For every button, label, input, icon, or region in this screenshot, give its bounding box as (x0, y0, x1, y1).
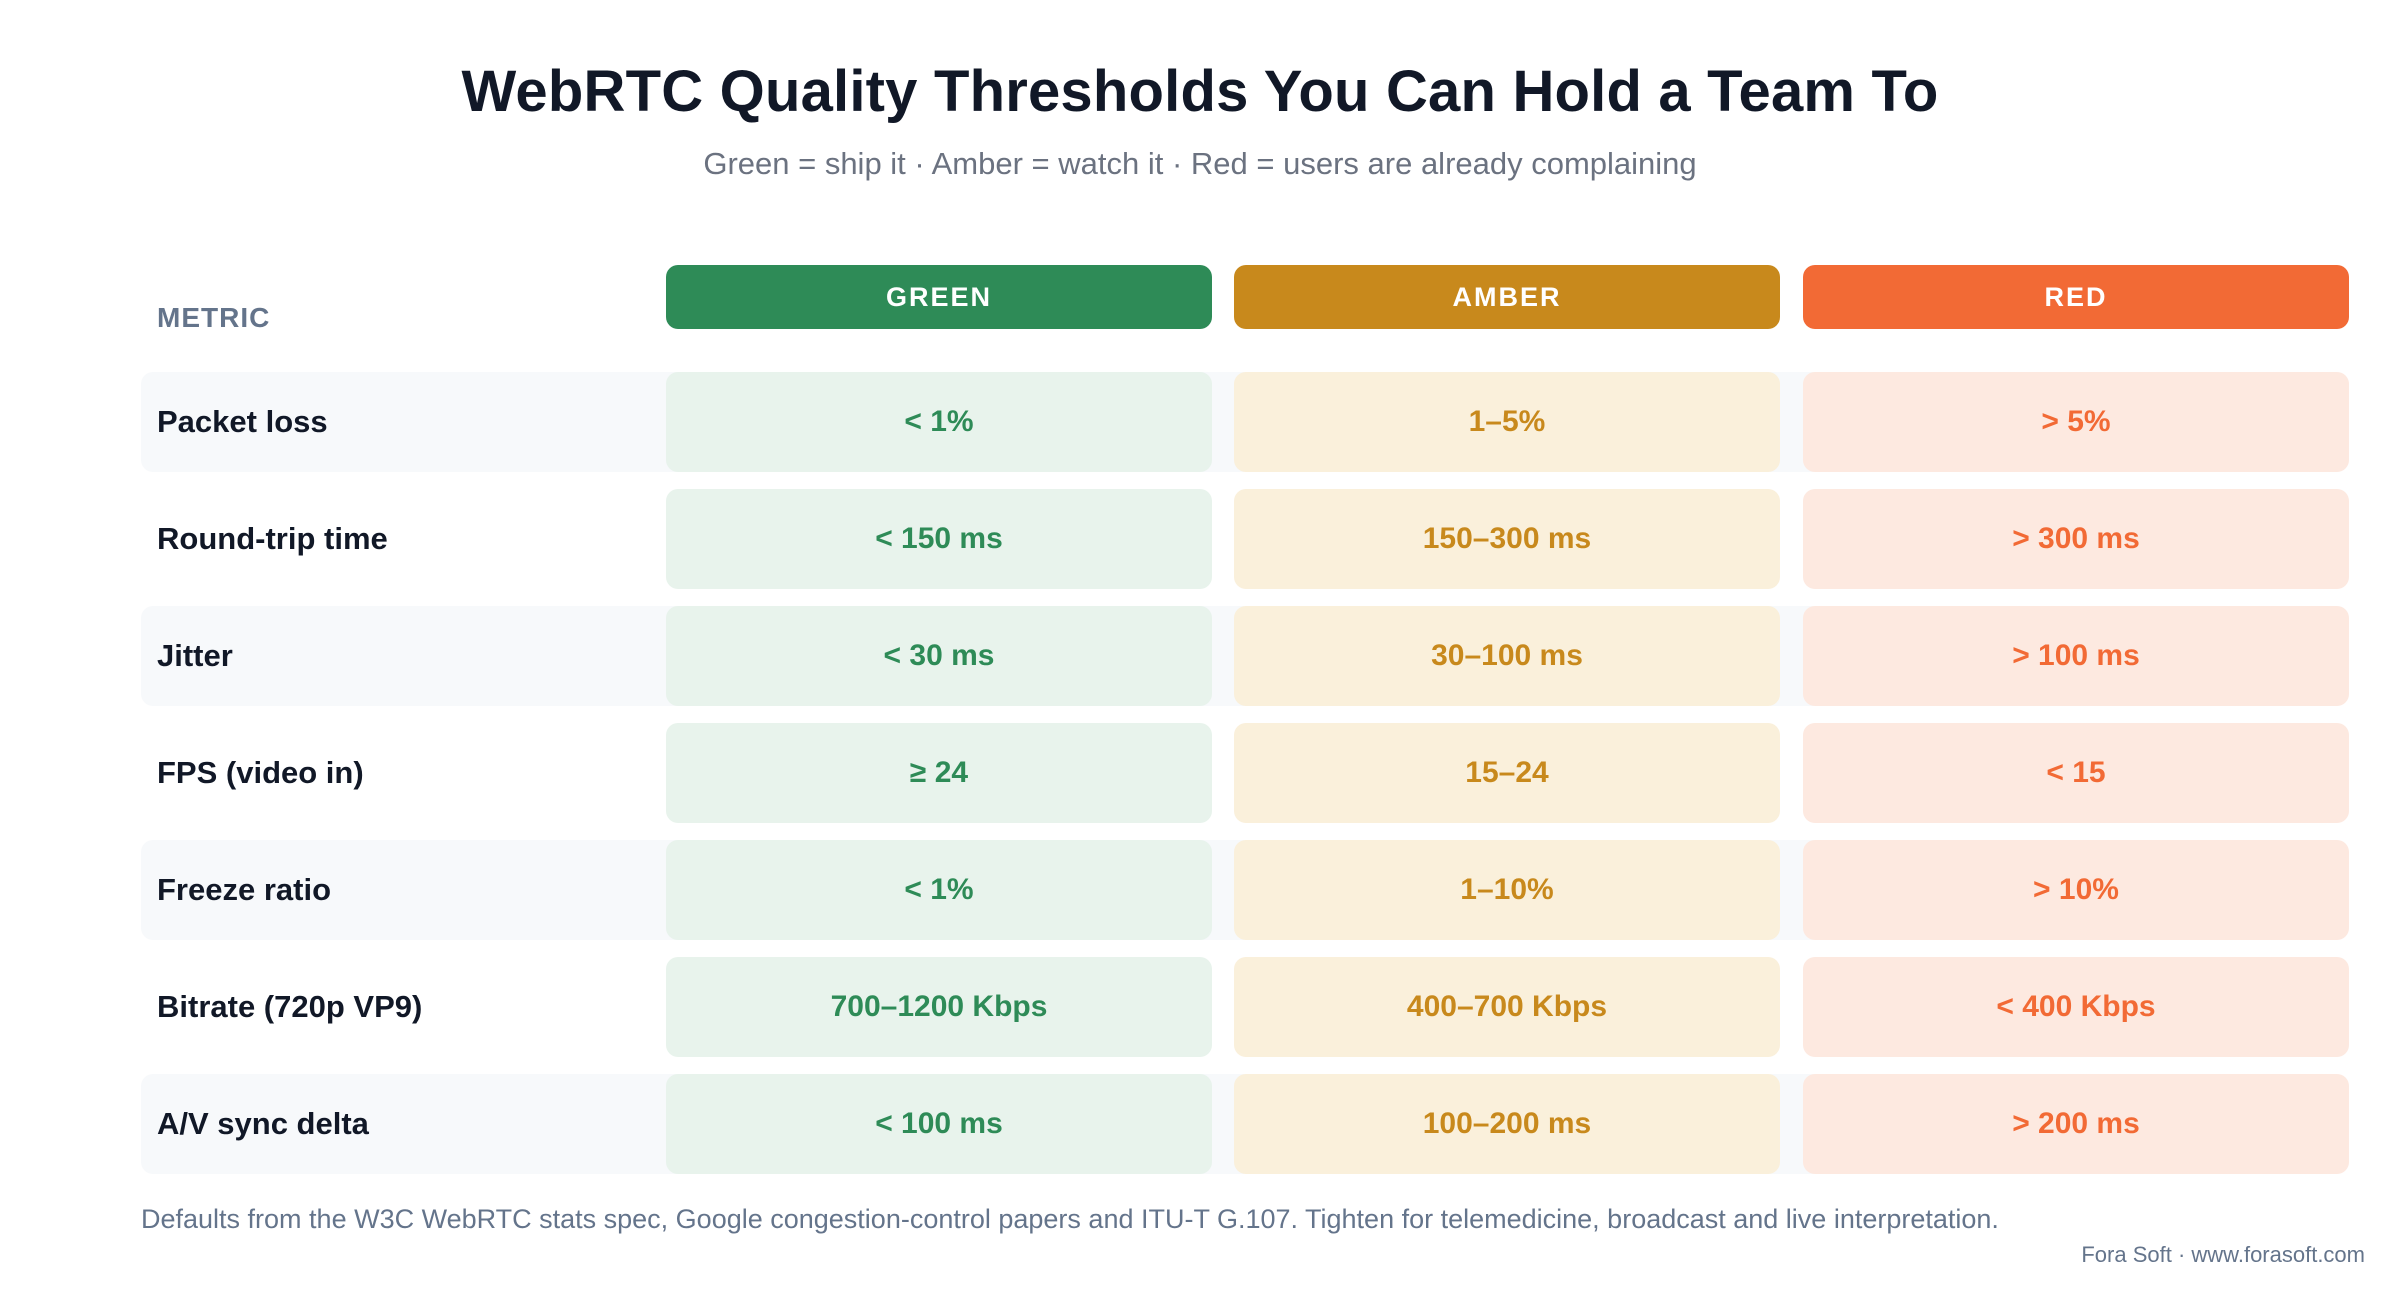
credit-line: Fora Soft · www.forasoft.com (2081, 1242, 2365, 1267)
red-threshold-cell: > 5% (1803, 372, 2349, 472)
green-column-header: GREEN (666, 265, 1212, 329)
green-threshold-cell: ≥ 24 (666, 723, 1212, 823)
table-row: Round-trip time < 150 ms 150–300 ms > 300 m… (141, 489, 2349, 589)
amber-threshold-cell: 30–100 ms (1234, 606, 1780, 706)
red-column-header: RED (1803, 265, 2349, 329)
amber-threshold-cell: 400–700 Kbps (1234, 957, 1780, 1057)
table-row: Bitrate (720p VP9) 700–1200 Kbps 400–700 K… (141, 957, 2349, 1057)
page-title: WebRTC Quality Thresholds You Can Hold a… (461, 59, 1939, 124)
green-threshold-cell: < 1% (666, 840, 1212, 940)
table-row: Jitter < 30 ms 30–100 ms > 100 ms (141, 606, 2349, 706)
red-threshold-cell: < 15 (1803, 723, 2349, 823)
table-row: A/V sync delta < 100 ms 100–200 ms > 200 ms (141, 1074, 2349, 1174)
red-threshold-cell: > 10% (1803, 840, 2349, 940)
amber-threshold-cell: 1–5% (1234, 372, 1780, 472)
metric-label: Jitter (157, 638, 233, 673)
table-row: Freeze ratio < 1% 1–10% > 10% (141, 840, 2349, 940)
table-row: Packet loss < 1% 1–5% > 5% (141, 372, 2349, 472)
metric-label: Freeze ratio (157, 872, 332, 907)
table-row: FPS (video in) ≥ 24 15–24 < 15 (141, 723, 2349, 823)
amber-column-header: AMBER (1234, 265, 1780, 329)
amber-threshold-cell: 100–200 ms (1234, 1074, 1780, 1174)
green-threshold-cell: 700–1200 Kbps (666, 957, 1212, 1057)
red-threshold-cell: > 200 ms (1803, 1074, 2349, 1174)
metric-label: FPS (video in) (157, 755, 364, 790)
red-threshold-cell: > 300 ms (1803, 489, 2349, 589)
green-threshold-cell: < 1% (666, 372, 1212, 472)
metric-label: Packet loss (157, 404, 328, 439)
metric-label: Bitrate (720p VP9) (157, 989, 423, 1024)
green-threshold-cell: < 30 ms (666, 606, 1212, 706)
amber-threshold-cell: 15–24 (1234, 723, 1780, 823)
metric-label: Round-trip time (157, 521, 388, 556)
green-threshold-cell: < 150 ms (666, 489, 1212, 589)
amber-threshold-cell: 150–300 ms (1234, 489, 1780, 589)
red-threshold-cell: < 400 Kbps (1803, 957, 2349, 1057)
green-threshold-cell: < 100 ms (666, 1074, 1212, 1174)
metric-column-header: METRIC (157, 302, 271, 333)
red-threshold-cell: > 100 ms (1803, 606, 2349, 706)
page-subtitle: Green = ship it · Amber = watch it · Red… (703, 146, 1697, 181)
amber-threshold-cell: 1–10% (1234, 840, 1780, 940)
footnote: Defaults from the W3C WebRTC stats spec,… (141, 1204, 1999, 1234)
metric-label: A/V sync delta (157, 1106, 369, 1141)
